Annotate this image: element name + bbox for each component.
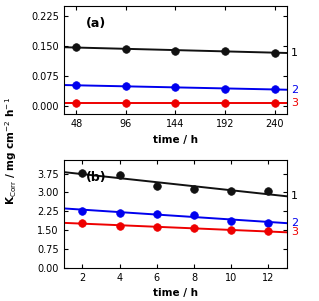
Text: 1: 1 xyxy=(291,191,298,201)
Text: 1: 1 xyxy=(291,48,298,58)
Text: K$_\mathrm{Corr}$ / mg cm$^{-2}$ h$^{-1}$: K$_\mathrm{Corr}$ / mg cm$^{-2}$ h$^{-1}… xyxy=(3,97,19,204)
Text: 3: 3 xyxy=(291,98,298,108)
Text: 3: 3 xyxy=(291,227,298,237)
Text: (a): (a) xyxy=(86,17,106,30)
Text: 2: 2 xyxy=(291,85,298,95)
X-axis label: time / h: time / h xyxy=(153,288,198,298)
Text: 2: 2 xyxy=(291,218,298,228)
X-axis label: time / h: time / h xyxy=(153,135,198,145)
Text: (b): (b) xyxy=(86,170,107,184)
